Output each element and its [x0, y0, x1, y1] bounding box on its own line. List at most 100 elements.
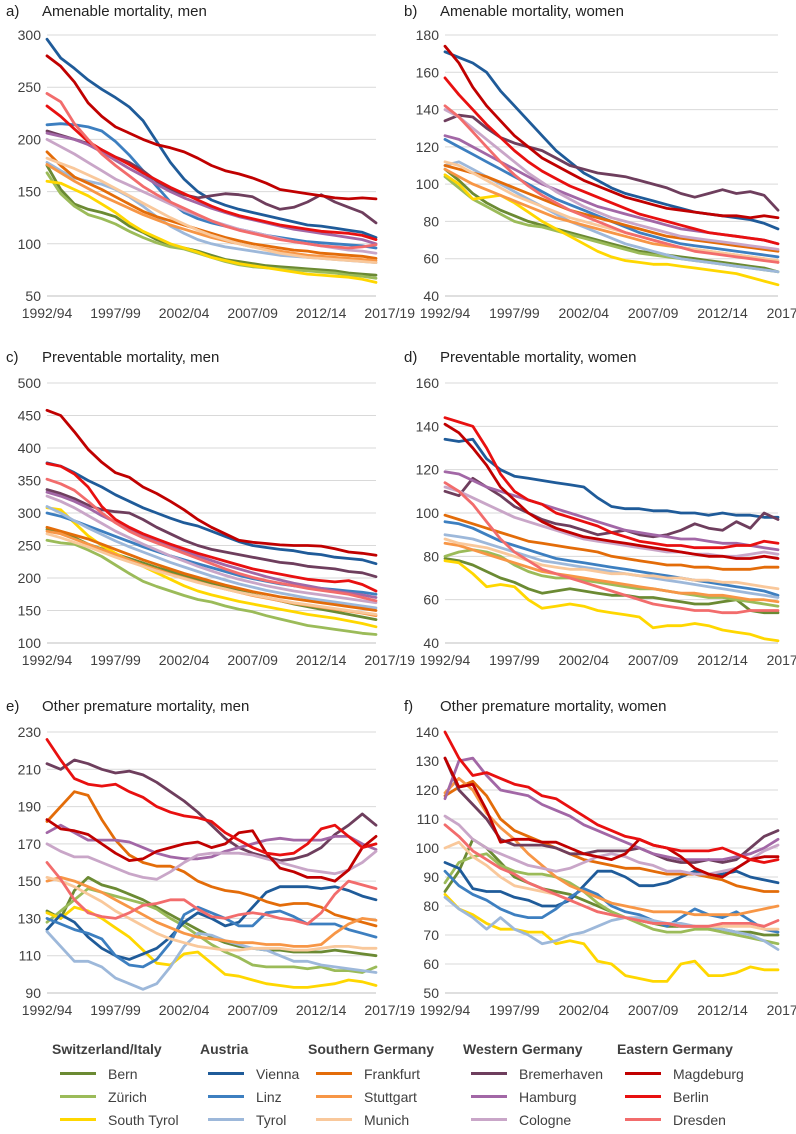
y-tick-label: 100	[416, 176, 440, 192]
chart-panel-5: 90 110 130 150 170 190 210 230 1992/94 1997/99 200…	[6, 698, 415, 1018]
x-tick-label: 1997/99	[489, 1002, 540, 1018]
y-tick-label: 100	[18, 236, 42, 252]
x-tick-label: 2007/09	[628, 305, 679, 321]
panel-label: b)	[404, 3, 417, 20]
legend-label: Stuttgart	[364, 1088, 417, 1105]
legend-item: Vienna	[200, 1062, 299, 1085]
y-tick-label: 350	[18, 473, 42, 489]
chart-panel-3: 100 150 200 250 300 350 400 450 500 1992/94 1997/9…	[6, 349, 415, 668]
series-line-berlin	[45, 104, 378, 242]
y-tick-label: 50	[423, 985, 439, 1001]
series-line-frankfurt	[443, 164, 780, 253]
series-line-munich	[443, 160, 780, 263]
y-tick-label: 140	[416, 102, 440, 118]
y-tick-label: 110	[417, 811, 440, 827]
legend-swatch	[625, 1072, 661, 1075]
x-tick-label: 2012/14	[697, 652, 748, 668]
x-tick-label: 1992/94	[420, 1002, 471, 1018]
series-line-stuttgart	[45, 163, 378, 262]
legend-label: Bern	[108, 1065, 138, 1082]
series-line-hamburg	[45, 131, 378, 246]
legend-item: Stuttgart	[308, 1085, 434, 1108]
panel-label: e)	[6, 698, 19, 715]
y-tick-label: 90	[25, 985, 41, 1001]
y-tick-label: 40	[423, 635, 439, 651]
y-tick-label: 300	[18, 27, 42, 43]
legend-item: Bremerhaven	[463, 1062, 603, 1085]
series-line-magdeburg	[443, 422, 780, 560]
series-line-linz	[45, 122, 378, 250]
series-line-magdeburg	[45, 818, 378, 883]
chart-panel-6: 50 60 70 80 90 100 110 120 130 140 1992/94 1997/99 2…	[404, 698, 796, 1018]
panel-title: Amenable mortality, men	[42, 3, 207, 20]
series-line-vienna	[45, 461, 378, 566]
legend-item: Magdeburg	[617, 1062, 744, 1085]
x-tick-label: 1992/94	[22, 1002, 73, 1018]
legend-item: Cologne	[463, 1108, 603, 1131]
series-line-z-rich	[45, 538, 378, 636]
y-tick-label: 200	[18, 570, 42, 586]
y-tick-label: 130	[416, 753, 440, 769]
legend-label: Cologne	[519, 1111, 572, 1128]
series-line-berlin	[443, 76, 780, 246]
series-line-cologne	[45, 494, 378, 605]
series-line-bern	[45, 164, 378, 277]
series-line-south-tyrol	[443, 893, 780, 983]
x-tick-label: 2007/09	[628, 1002, 679, 1018]
y-tick-label: 190	[18, 799, 42, 815]
series-line-bremerhaven	[45, 758, 378, 862]
legend-swatch	[208, 1118, 244, 1121]
series-line-berlin	[443, 730, 780, 864]
legend-group-title: Switzerland/Italy	[52, 1041, 162, 1057]
series-line-dresden	[443, 823, 780, 928]
legend-swatch	[60, 1072, 96, 1075]
series-line-vienna	[45, 885, 378, 961]
legend-swatch	[316, 1118, 352, 1121]
series-line-stuttgart	[443, 541, 780, 604]
series-line-z-rich	[45, 887, 378, 974]
y-tick-label: 140	[416, 724, 440, 740]
series-line-tyrol	[443, 160, 780, 274]
legend-label: Magdeburg	[673, 1065, 744, 1082]
y-tick-label: 80	[423, 548, 439, 564]
series-line-dresden	[45, 477, 378, 603]
y-tick-label: 210	[18, 761, 42, 777]
series-line-dresden	[45, 92, 378, 250]
y-tick-label: 150	[18, 184, 42, 200]
x-tick-label: 1992/94	[420, 652, 471, 668]
legend-swatch	[316, 1095, 352, 1098]
x-tick-label: 2002/04	[558, 305, 609, 321]
series-line-bern	[443, 167, 780, 274]
y-tick-label: 100	[18, 635, 42, 651]
x-tick-label: 2012/14	[296, 305, 347, 321]
x-tick-label: 1997/99	[90, 652, 141, 668]
legend-label: Zürich	[108, 1088, 147, 1105]
legend-group-title: Eastern Germany	[617, 1041, 733, 1057]
legend-item: Linz	[200, 1085, 299, 1108]
series-line-munich	[45, 532, 378, 616]
y-tick-label: 120	[416, 782, 440, 798]
y-tick-label: 250	[18, 538, 42, 554]
series-line-berlin	[443, 416, 780, 550]
y-tick-label: 170	[18, 836, 42, 852]
legend-label: Frankfurt	[364, 1065, 421, 1082]
panel-title: Preventable mortality, women	[440, 349, 636, 366]
series-line-hamburg	[45, 823, 378, 861]
series-line-magdeburg	[45, 408, 378, 557]
series-line-vienna	[45, 37, 378, 239]
legend-group: Southern Germany Frankfurt Stuttgart Munich	[308, 1040, 434, 1131]
series-line-linz	[443, 869, 780, 934]
legend-group: Western Germany Bremerhaven Hamburg Cologne	[463, 1040, 603, 1131]
legend-item: Frankfurt	[308, 1062, 434, 1085]
y-tick-label: 50	[25, 288, 41, 304]
series-line-tyrol	[443, 895, 780, 951]
x-tick-label: 2012/14	[697, 305, 748, 321]
panel-title: Other premature mortality, men	[42, 698, 249, 715]
series-line-frankfurt	[443, 779, 780, 893]
x-tick-label: 2007/09	[227, 1002, 278, 1018]
legend-label: Vienna	[256, 1065, 300, 1082]
y-tick-label: 160	[416, 375, 440, 391]
x-tick-label: 1992/94	[420, 305, 471, 321]
panel-label: c)	[6, 349, 19, 366]
series-line-munich	[45, 876, 378, 952]
